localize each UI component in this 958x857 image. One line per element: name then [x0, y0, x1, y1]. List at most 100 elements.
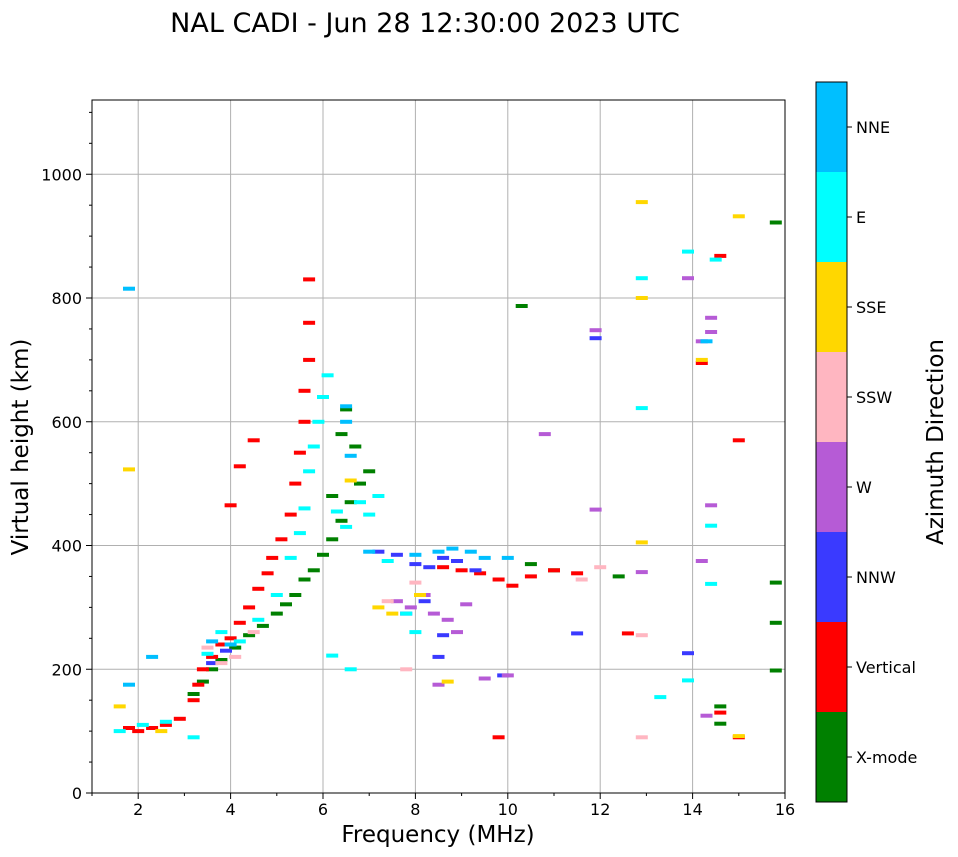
echo-point-nnw	[437, 633, 450, 638]
echo-point-vertical	[187, 698, 200, 703]
colorbar-tick-label: SSW	[856, 388, 892, 407]
echo-point-x-mode	[349, 444, 362, 449]
echo-point-vertical	[206, 654, 219, 659]
echo-point-vertical	[474, 571, 487, 576]
echo-point-sse	[441, 679, 454, 684]
echo-point-e	[363, 512, 376, 517]
y-tick-label: 0	[72, 784, 82, 803]
echo-point-nnw	[451, 559, 463, 563]
echo-point-w	[441, 617, 454, 622]
echo-point-vertical	[571, 571, 584, 576]
echo-point-e	[215, 630, 228, 635]
colorbar-segment	[816, 442, 847, 532]
echo-point-ssw	[409, 580, 422, 585]
x-tick-label: 8	[410, 800, 420, 819]
echo-point-e	[635, 406, 648, 411]
echo-point-nne	[224, 642, 237, 647]
echo-point-sse	[635, 200, 648, 205]
echo-point-vertical	[146, 726, 159, 730]
echo-point-x-mode	[363, 469, 376, 474]
echo-point-e	[113, 729, 126, 734]
echo-point-vertical	[714, 253, 727, 258]
echo-point-vertical	[266, 555, 279, 560]
echo-point-e	[381, 559, 394, 563]
x-tick-label: 14	[682, 800, 702, 819]
echo-point-nnw	[589, 336, 602, 341]
echo-point-ssw	[201, 645, 214, 650]
echo-point-x-mode	[344, 500, 357, 505]
echo-point-vertical	[293, 450, 306, 455]
echo-point-ssw	[635, 735, 648, 740]
echo-point-vertical	[252, 586, 265, 591]
y-tick-label: 400	[51, 537, 82, 556]
echo-point-vertical	[455, 568, 468, 573]
colorbar-tick-label: NNE	[856, 118, 890, 137]
echo-point-vertical	[123, 726, 135, 730]
echo-point-vertical	[621, 631, 634, 636]
colorbar-tick-label: E	[856, 208, 866, 227]
echo-point-e	[654, 695, 667, 700]
echo-point-x-mode	[335, 432, 348, 437]
echo-point-nnw	[220, 648, 232, 653]
echo-point-vertical	[243, 605, 256, 610]
echo-point-e	[293, 531, 306, 536]
echo-point-sse	[155, 729, 168, 734]
echo-point-sse	[732, 214, 745, 219]
colorbar-segment	[816, 712, 847, 802]
echo-point-x-mode	[298, 577, 311, 582]
colorbar-segment	[816, 172, 847, 262]
echo-point-w	[589, 328, 602, 333]
echo-point-x-mode	[187, 692, 200, 696]
echo-point-e	[354, 500, 366, 505]
echo-point-nne	[123, 682, 135, 687]
colorbar-segment	[816, 82, 847, 172]
echo-point-e	[136, 722, 149, 727]
echo-point-e	[187, 735, 200, 740]
colorbar-tick-label: NNW	[856, 568, 896, 587]
echo-point-nnw	[682, 651, 694, 656]
echo-point-ssw	[215, 661, 228, 666]
echo-point-sse	[635, 540, 648, 545]
echo-point-e	[705, 581, 718, 586]
echo-point-nne	[123, 286, 135, 291]
y-tick-label: 800	[51, 289, 82, 308]
x-tick-label: 10	[498, 800, 518, 819]
y-axis-ticks: 0 200 400 600 800 1000	[41, 111, 92, 803]
echo-point-nnw	[206, 661, 219, 666]
echo-point-vertical	[506, 583, 519, 588]
echo-point-e	[312, 419, 325, 424]
echo-point-e	[317, 395, 329, 399]
echo-point-vertical	[303, 320, 316, 325]
x-tick-label: 16	[775, 800, 795, 819]
echo-point-vertical	[492, 735, 505, 740]
echo-point-w	[682, 276, 694, 281]
y-tick-label: 200	[51, 660, 82, 679]
echo-point-vertical	[303, 357, 316, 362]
echo-point-sse	[372, 605, 385, 610]
echo-point-e	[298, 506, 311, 511]
echo-point-vertical	[215, 642, 228, 647]
echo-point-nnw	[432, 654, 445, 659]
echo-point-sse	[386, 611, 399, 616]
echo-point-e	[709, 257, 722, 262]
echo-point-vertical	[159, 722, 172, 727]
echo-point-nne	[409, 552, 422, 557]
echo-point-w	[427, 611, 440, 616]
echo-point-vertical	[275, 537, 288, 542]
echo-point-nne	[432, 549, 445, 554]
echo-point-e	[307, 444, 320, 449]
x-tick-label: 6	[318, 800, 328, 819]
echo-point-nne	[446, 546, 459, 551]
echo-point-nnw	[372, 549, 385, 554]
echo-point-x-mode	[206, 667, 219, 672]
echo-point-nne	[363, 549, 376, 554]
echo-point-vertical	[695, 361, 708, 365]
echo-point-e	[344, 667, 357, 672]
echo-point-e	[400, 611, 413, 616]
colorbar-segment	[816, 352, 847, 442]
x-tick-label: 4	[226, 800, 236, 819]
x-tick-label: 12	[590, 800, 610, 819]
y-tick-label: 1000	[41, 165, 82, 184]
echo-point-x-mode	[354, 481, 366, 486]
